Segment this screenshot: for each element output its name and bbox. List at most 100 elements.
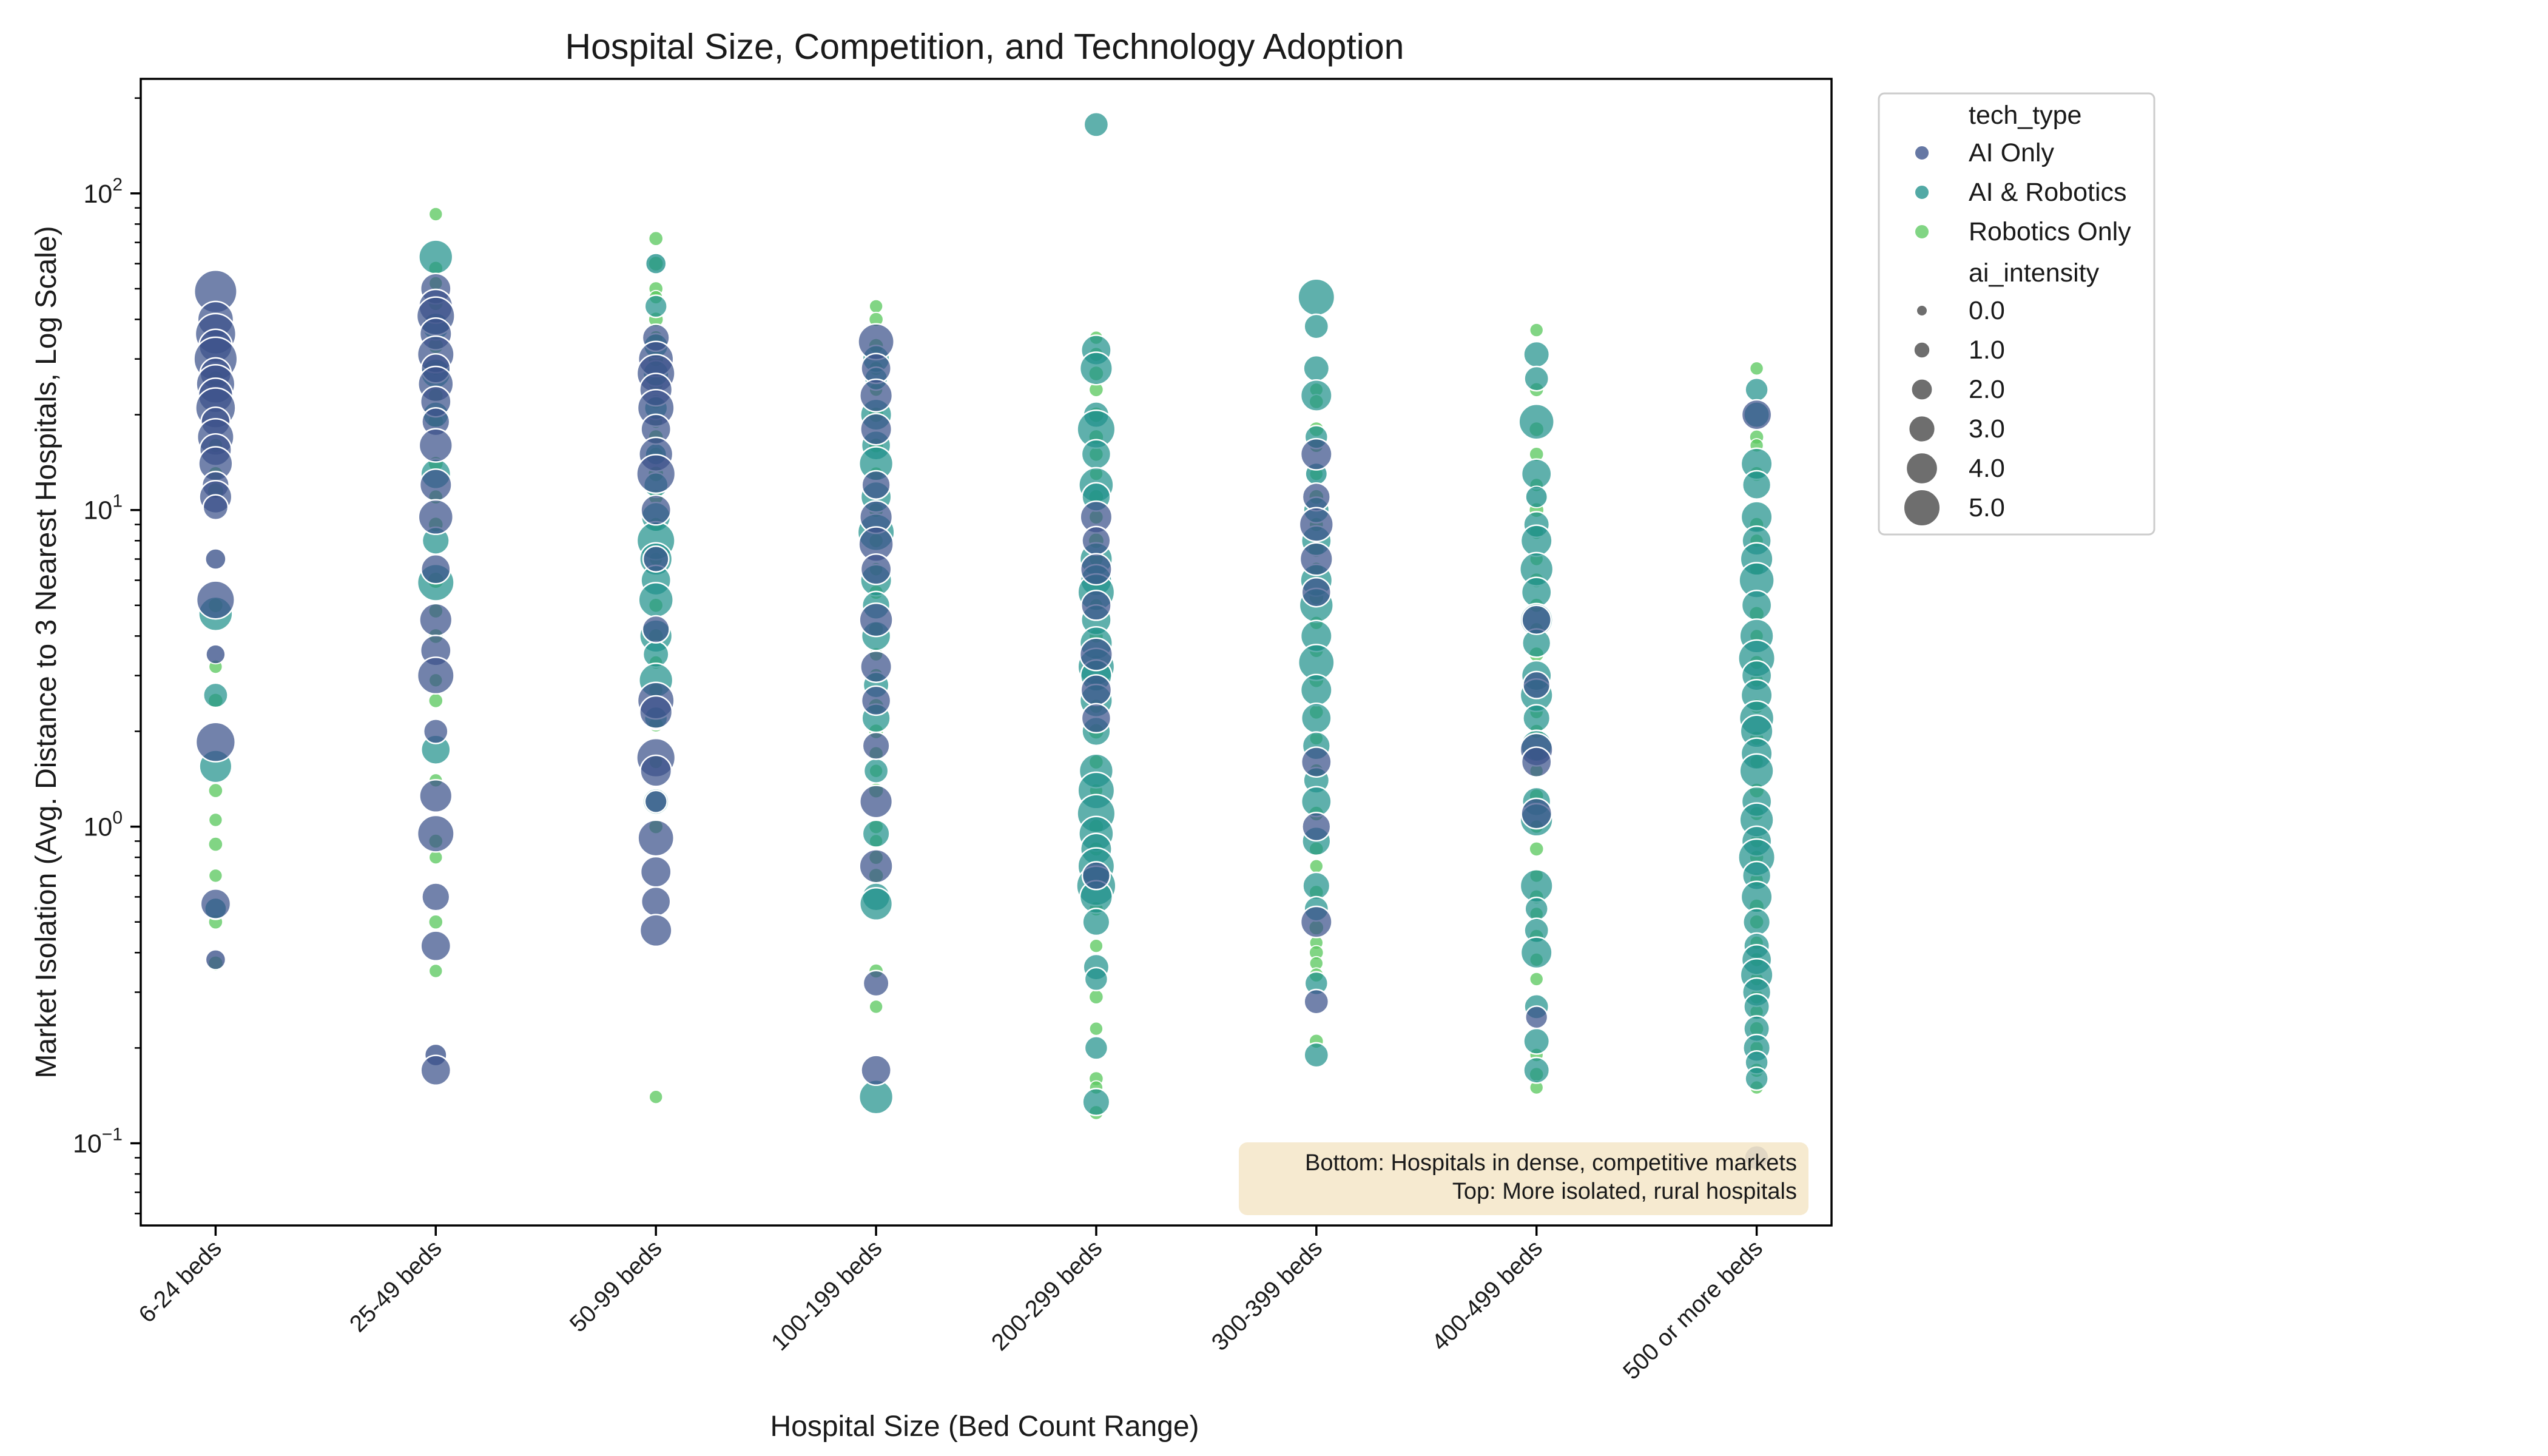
x-axis-label: Hospital Size (Bed Count Range) — [770, 1410, 1199, 1443]
point-ai-robotics-51 — [1080, 439, 1112, 470]
point-ai-robotics-1 — [203, 682, 229, 709]
chart-title: Hospital Size, Competition, and Technolo… — [565, 27, 1404, 67]
point-ai-robotics-121 — [1523, 1056, 1551, 1084]
point-ai-robotics-102 — [1525, 485, 1548, 508]
point-ai-robotics-154 — [1744, 1066, 1769, 1091]
point-ai-only-80 — [860, 1054, 892, 1087]
point-ai-only-52 — [636, 454, 676, 494]
point-ai-only-18 — [205, 644, 226, 665]
point-ai-robotics-120 — [1523, 1027, 1551, 1055]
point-ai-robotics-44 — [859, 886, 894, 922]
y-axis: 10−1 100 101 102 — [73, 97, 141, 1215]
annotation-line-2: Top: More isolated, rural hospitals — [1452, 1179, 1797, 1204]
point-ai-robotics-77 — [1303, 313, 1330, 340]
legend-size-swatch-2 — [1910, 378, 1933, 401]
x-tick-label-6: 400-499 beds — [1427, 1235, 1548, 1356]
point-ai-only-83 — [1079, 553, 1113, 586]
point-ai-robotics-76 — [1297, 278, 1336, 317]
point-ai-only-90 — [1301, 482, 1331, 512]
legend-size-label-5: 5.0 — [1969, 493, 2005, 522]
y-tick-label-2: 101 — [83, 491, 123, 525]
y-tick-label-1: 100 — [83, 808, 123, 842]
point-ai-only-82 — [1081, 525, 1111, 556]
point-ai-robotics-89 — [1300, 703, 1332, 734]
point-ai-robotics-42 — [861, 819, 891, 848]
point-ai-robotics-4 — [418, 239, 454, 275]
legend-label-2: Robotics Only — [1969, 217, 2131, 246]
point-ai-only-33 — [417, 499, 454, 536]
point-ai-robotics-106 — [1520, 576, 1552, 608]
point-ai-only-67 — [859, 378, 894, 413]
legend-size-label-2: 2.0 — [1969, 375, 2005, 404]
point-ai-only-93 — [1301, 576, 1332, 608]
point-robotics-only-109 — [1088, 989, 1104, 1005]
legend-size-swatch-4 — [1906, 452, 1938, 485]
legend-size-swatch-1 — [1913, 341, 1931, 359]
point-ai-only-77 — [859, 784, 894, 819]
point-ai-robotics-12 — [645, 252, 667, 275]
point-robotics-only-83 — [869, 999, 884, 1014]
point-robotics-only-58 — [869, 298, 884, 314]
point-ai-robotics-79 — [1299, 379, 1333, 412]
point-ai-only-53 — [640, 494, 672, 526]
point-ai-only-64 — [639, 914, 673, 948]
legend-label-1: AI & Robotics — [1969, 178, 2127, 207]
annotation-line-1: Bottom: Hospitals in dense, competitive … — [1305, 1150, 1797, 1176]
point-ai-only-87 — [1080, 703, 1112, 734]
point-robotics-only-28 — [428, 693, 443, 709]
point-ai-robotics-101 — [1520, 458, 1552, 490]
y-tick-label-0: 10−1 — [73, 1124, 123, 1158]
legend-swatch-1 — [1914, 184, 1930, 200]
point-ai-robotics-122 — [1744, 377, 1769, 402]
point-ai-only-55 — [641, 615, 670, 644]
point-robotics-only-108 — [1088, 939, 1104, 954]
point-ai-only-85 — [1079, 637, 1113, 672]
legend-size-label-0: 0.0 — [1969, 296, 2005, 325]
point-ai-robotics-78 — [1303, 354, 1330, 382]
point-ai-only-69 — [861, 470, 891, 500]
x-tick-label-4: 200-299 beds — [986, 1235, 1107, 1356]
legend-size-label-3: 3.0 — [1969, 414, 2005, 443]
point-ai-only-89 — [1299, 437, 1333, 471]
point-ai-only-96 — [1299, 905, 1333, 939]
point-ai-robotics-118 — [1520, 936, 1553, 969]
point-robotics-only-110 — [1088, 1021, 1104, 1036]
legend-hue-title: tech_type — [1969, 101, 2081, 130]
point-ai-robotics-111 — [1522, 704, 1551, 733]
point-ai-robotics-88 — [1299, 673, 1333, 707]
point-ai-only-62 — [639, 855, 672, 888]
point-ai-only-74 — [860, 650, 893, 683]
x-tick-label-2: 50-99 beds — [565, 1235, 667, 1337]
point-ai-robotics-100 — [1518, 403, 1555, 440]
point-ai-only-73 — [858, 602, 894, 638]
point-robotics-only-34 — [648, 231, 664, 246]
point-ai-only-76 — [861, 731, 891, 760]
point-ai-only-31 — [418, 428, 453, 463]
legend-size-title: ai_intensity — [1969, 258, 2100, 288]
x-tick-label-1: 25-49 beds — [345, 1235, 447, 1337]
point-robotics-only-7 — [207, 783, 223, 798]
plot-frame — [140, 78, 1833, 1227]
point-ai-only-54 — [642, 545, 670, 573]
annotation-background — [1239, 1142, 1808, 1215]
point-robotics-only-57 — [649, 1090, 664, 1105]
point-ai-only-78 — [858, 849, 894, 884]
point-robotics-only-169 — [1749, 361, 1764, 376]
point-ai-robotics-73 — [1084, 966, 1109, 992]
point-ai-only-97 — [1303, 988, 1330, 1015]
point-ai-only-44 — [420, 1054, 452, 1087]
legend-size-swatch-0 — [1916, 305, 1928, 317]
x-tick-label-0: 6-24 beds — [134, 1235, 227, 1328]
point-ai-robotics-145 — [1742, 908, 1771, 937]
point-ai-only-16 — [204, 548, 226, 570]
point-ai-only-95 — [1301, 811, 1332, 842]
point-ai-only-101 — [1520, 746, 1552, 778]
point-ai-only-41 — [421, 882, 451, 912]
point-ai-robotics-71 — [1082, 908, 1111, 937]
point-ai-robotics-23 — [638, 582, 674, 618]
legend-size-swatch-3 — [1908, 415, 1936, 443]
point-ai-robotics-48 — [1079, 351, 1113, 386]
point-ai-robotics-41 — [863, 758, 889, 784]
point-robotics-only-13 — [428, 206, 443, 221]
